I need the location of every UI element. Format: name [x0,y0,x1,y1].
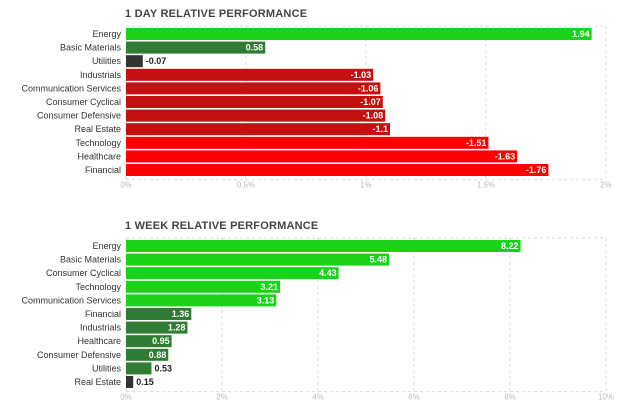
data-label: 1.94 [572,29,590,39]
category-label: Basic Materials [60,255,122,265]
chart-title: 1 WEEK RELATIVE PERFORMANCE [125,220,319,232]
x-tick-label: 8% [504,393,516,402]
data-label: -1.51 [466,138,487,148]
data-label: -0.07 [146,56,167,66]
data-label: 0.15 [136,377,154,387]
bar[interactable] [126,55,143,68]
category-label: Industrials [80,323,122,333]
data-label: 5.48 [370,255,388,265]
bar[interactable] [126,308,192,320]
bar[interactable] [126,376,134,388]
chart-1-day-performance: 1 DAY RELATIVE PERFORMANCE 0% 0.5% 1% 1.5% 2… [0,0,636,200]
data-label: 0.95 [152,336,170,346]
x-tick-label: 0% [120,181,132,190]
data-label: 0.88 [149,350,167,360]
x-tick-label: 2% [216,393,228,402]
category-label: Consumer Cyclical [46,268,121,278]
bar[interactable] [126,348,169,361]
data-label: 0.58 [246,43,264,53]
data-label: 3.13 [257,295,275,305]
data-label: -1.08 [363,111,384,121]
category-label: Real Estate [74,124,121,134]
data-label: -1.06 [358,83,379,93]
bar[interactable] [126,267,339,280]
x-tick-label: 1.5% [477,181,495,190]
bar-chart-1-week: 0% 2% 4% 6% 8% 10% Energy 8.22 Basic Materials 5.… [21,237,614,402]
bar[interactable] [126,123,390,136]
bar[interactable] [126,109,386,122]
category-label: Consumer Defensive [37,350,121,360]
x-tick-label: 0.5% [237,181,255,190]
bar[interactable] [126,96,383,108]
category-label: Financial [85,309,121,319]
category-label: Energy [92,29,121,39]
category-label: Basic Materials [60,43,122,53]
category-label: Industrials [80,70,122,80]
bar[interactable] [126,240,521,252]
category-label: Healthcare [77,151,121,161]
bar[interactable] [126,321,188,334]
bar-chart-1-day: 0% 0.5% 1% 1.5% 2% Energy 1.94 Basic Materials 0… [21,25,612,190]
data-label: -1.07 [360,97,381,107]
data-label: 1.36 [172,309,190,319]
x-tick-label: 6% [408,393,420,402]
category-label: Technology [75,138,121,148]
bar[interactable] [126,280,281,293]
chart-title: 1 DAY RELATIVE PERFORMANCE [125,8,308,20]
bar[interactable] [126,41,266,54]
x-tick-label: 0% [120,393,132,402]
data-label: 0.53 [154,363,172,373]
data-label: -1.1 [372,124,388,134]
x-tick-label: 1% [360,181,372,190]
category-label: Utilities [92,56,122,66]
bar[interactable] [126,68,374,81]
bar[interactable] [126,164,549,176]
category-label: Communication Services [21,295,121,305]
x-tick-label: 2% [600,181,612,190]
data-label: 8.22 [501,241,519,251]
data-label: -1.03 [351,70,372,80]
bar[interactable] [126,82,381,95]
data-label: 4.43 [319,268,337,278]
category-label: Healthcare [77,336,121,346]
bar[interactable] [126,362,152,375]
data-label: 1.28 [168,323,186,333]
bar[interactable] [126,253,390,266]
category-label: Communication Services [21,83,121,93]
x-tick-label: 4% [312,393,324,402]
category-label: Utilities [92,363,122,373]
category-label: Energy [92,241,121,251]
data-label: 3.21 [261,282,279,292]
category-label: Consumer Defensive [37,111,121,121]
category-label: Real Estate [74,377,121,387]
bar[interactable] [126,28,592,40]
category-label: Consumer Cyclical [46,97,121,107]
bar[interactable] [126,150,518,163]
bar[interactable] [126,136,489,149]
x-tick-label: 10% [598,393,614,402]
category-label: Financial [85,165,121,175]
data-label: -1.76 [526,165,547,175]
category-label: Technology [75,282,121,292]
data-label: -1.63 [495,151,516,161]
chart-1-week-performance: 1 WEEK RELATIVE PERFORMANCE 0% 2% 4% 6% 8% 10… [0,212,636,412]
bar[interactable] [126,294,277,307]
bar[interactable] [126,335,172,348]
